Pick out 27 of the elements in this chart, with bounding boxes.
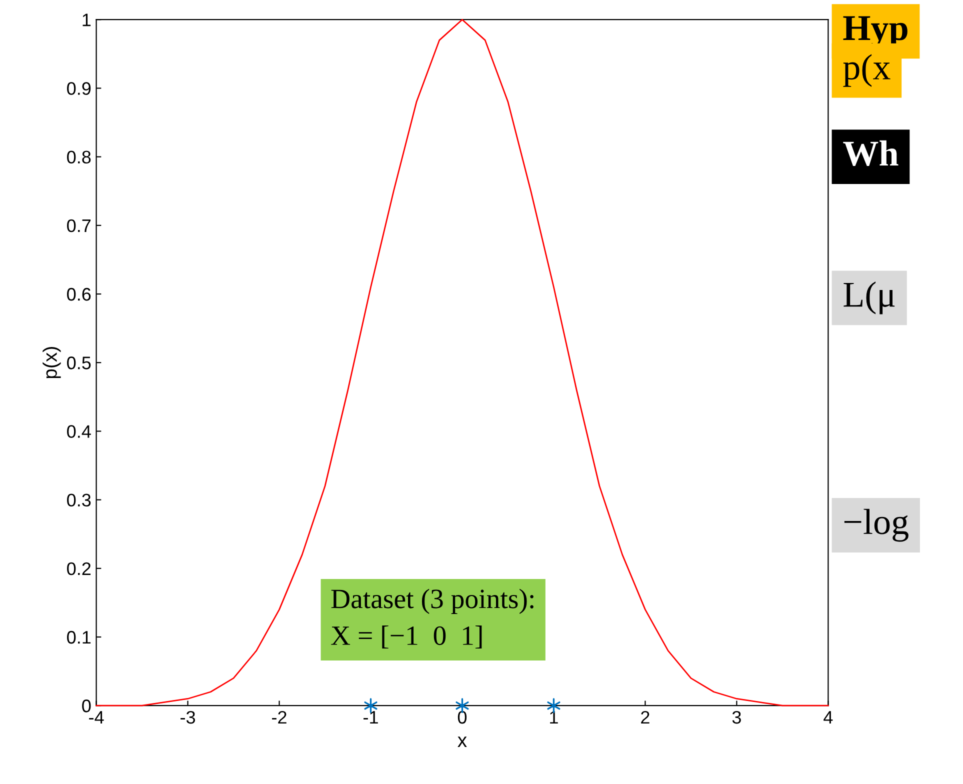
- x-tick-label: -2: [272, 710, 286, 724]
- x-axis-title: x: [458, 736, 467, 747]
- y-tick-label: 0.4: [67, 425, 91, 438]
- annotation: Dataset (3 points): X = [−1 0 1]: [331, 588, 534, 649]
- x-tick-label: 4: [824, 711, 833, 724]
- y-tick-label: 0.1: [67, 630, 91, 644]
- x-tick-label: -4: [89, 711, 104, 724]
- y-tick-label: 0.2: [67, 562, 91, 576]
- line-series: [96, 18, 829, 706]
- y-tick-label: 0.3: [67, 494, 91, 507]
- x-tick-label: 0: [458, 710, 467, 724]
- y-tick-label: 0.9: [67, 82, 91, 95]
- y-tick-label: 0.8: [67, 150, 91, 164]
- y-axis-title: p(x): [42, 347, 61, 378]
- x-tick-label: 3: [732, 710, 741, 724]
- y-tick-label: 0.7: [67, 219, 91, 232]
- y-tick-label: 0.6: [67, 288, 91, 301]
- text: −log: [844, 508, 908, 542]
- y-tick-label: 1: [82, 14, 91, 26]
- x-tick-label: 2: [641, 710, 650, 724]
- text: Wh: [843, 140, 898, 166]
- y-tick-label: 0.5: [67, 356, 91, 370]
- x-tick-label: -1: [364, 711, 378, 724]
- x-tick-label: -3: [180, 710, 196, 724]
- y-tick-label: 0: [82, 700, 91, 712]
- text: p(x: [843, 54, 890, 87]
- text: L(μ: [844, 282, 895, 314]
